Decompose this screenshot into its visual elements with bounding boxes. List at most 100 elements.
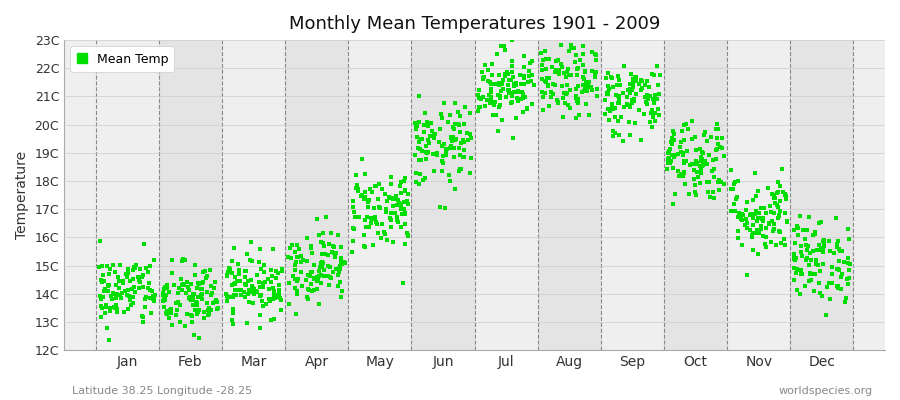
Point: [221, 294, 236, 300]
Point: [505, 58, 519, 64]
Point: [307, 276, 321, 282]
Point: [310, 286, 324, 292]
Point: [304, 250, 319, 256]
Point: [814, 244, 828, 251]
Point: [770, 204, 785, 210]
Bar: [790, 40, 853, 350]
Point: [804, 277, 818, 283]
Point: [226, 293, 240, 300]
Point: [93, 238, 107, 244]
Point: [240, 250, 255, 257]
Point: [283, 245, 297, 252]
Point: [186, 332, 201, 338]
Point: [588, 51, 602, 57]
Point: [779, 218, 794, 224]
Point: [638, 99, 652, 106]
Point: [589, 68, 603, 75]
Point: [241, 298, 256, 305]
Point: [751, 218, 765, 224]
Point: [601, 86, 616, 93]
Point: [398, 210, 412, 216]
Point: [197, 309, 211, 315]
Point: [225, 258, 239, 264]
Point: [706, 189, 720, 195]
Point: [443, 145, 457, 151]
Point: [522, 72, 536, 79]
Point: [488, 80, 502, 87]
Point: [688, 181, 702, 188]
Point: [202, 305, 217, 311]
Point: [622, 118, 636, 125]
Point: [507, 88, 521, 95]
Point: [418, 156, 433, 162]
Point: [698, 157, 712, 164]
Point: [301, 296, 315, 302]
Point: [334, 255, 348, 262]
Point: [203, 267, 218, 274]
Point: [793, 212, 807, 219]
Point: [734, 211, 749, 218]
Point: [266, 296, 280, 302]
Point: [486, 100, 500, 106]
Point: [310, 216, 324, 222]
Point: [184, 296, 198, 303]
Point: [708, 126, 723, 132]
Point: [383, 174, 398, 180]
Point: [241, 290, 256, 297]
Point: [509, 82, 524, 88]
Point: [524, 78, 538, 84]
Point: [806, 248, 820, 254]
Legend: Mean Temp: Mean Temp: [70, 46, 175, 72]
Point: [356, 232, 371, 238]
Point: [762, 203, 777, 210]
Point: [589, 52, 603, 58]
Point: [128, 264, 142, 271]
Point: [452, 122, 466, 128]
Point: [472, 104, 487, 110]
Point: [140, 268, 155, 275]
Point: [350, 186, 365, 192]
Point: [159, 285, 174, 291]
Point: [790, 225, 805, 231]
Point: [444, 142, 458, 149]
Point: [665, 152, 680, 158]
Point: [194, 286, 209, 292]
Point: [801, 214, 815, 220]
Point: [454, 140, 468, 146]
Point: [453, 113, 467, 119]
Point: [678, 180, 692, 187]
Point: [647, 97, 662, 104]
Point: [801, 262, 815, 268]
Point: [638, 94, 652, 100]
Point: [113, 295, 128, 301]
Point: [358, 194, 373, 201]
Point: [348, 185, 363, 191]
Point: [456, 139, 471, 146]
Point: [243, 257, 257, 264]
Point: [317, 272, 331, 279]
Point: [569, 94, 583, 101]
Point: [505, 63, 519, 70]
Point: [578, 68, 592, 75]
Point: [748, 170, 762, 176]
Point: [745, 246, 760, 253]
Point: [436, 160, 450, 166]
Point: [370, 221, 384, 227]
Point: [184, 311, 199, 318]
Point: [110, 308, 124, 315]
Point: [759, 225, 773, 231]
Point: [823, 248, 837, 255]
Point: [94, 302, 108, 309]
Point: [437, 141, 452, 147]
Point: [418, 110, 432, 116]
Point: [716, 135, 730, 141]
Point: [491, 81, 506, 88]
Point: [300, 294, 314, 300]
Point: [598, 97, 613, 104]
Point: [677, 158, 691, 164]
Point: [711, 126, 725, 132]
Point: [540, 75, 554, 81]
Point: [394, 178, 409, 185]
Point: [428, 135, 442, 141]
Point: [184, 281, 199, 287]
